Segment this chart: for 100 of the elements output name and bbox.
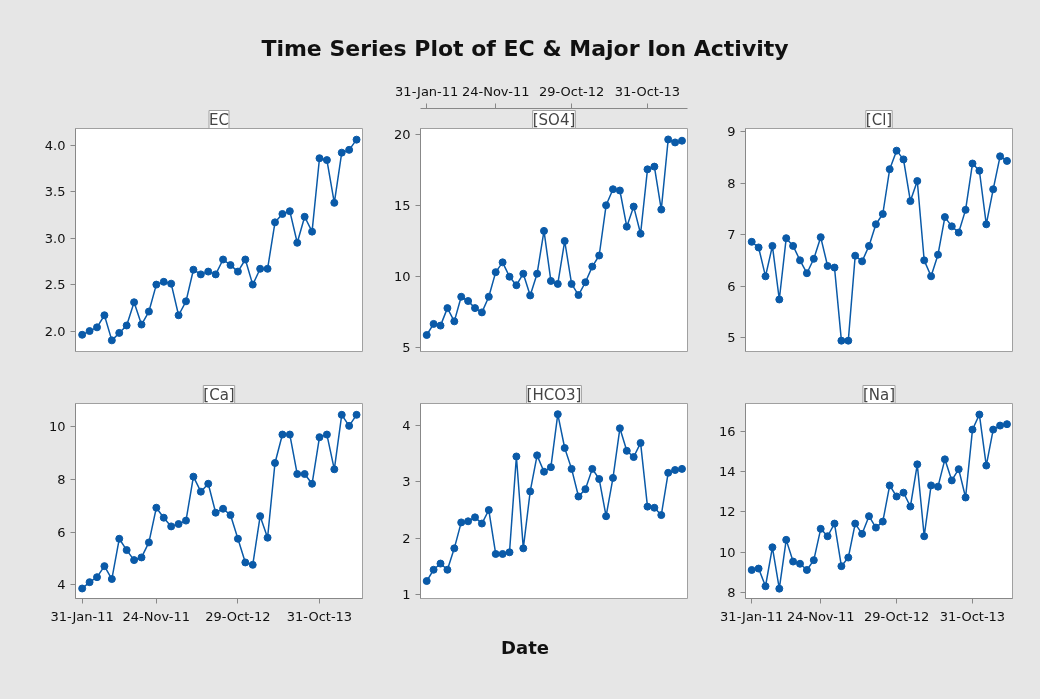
point bbox=[115, 328, 124, 337]
point bbox=[300, 212, 309, 221]
point bbox=[130, 298, 139, 307]
point bbox=[643, 165, 652, 174]
point bbox=[657, 511, 666, 520]
point bbox=[248, 560, 257, 569]
point bbox=[899, 488, 908, 497]
point bbox=[844, 553, 853, 562]
point bbox=[775, 584, 784, 593]
point bbox=[505, 548, 514, 557]
point bbox=[464, 297, 473, 306]
point bbox=[256, 264, 265, 273]
point bbox=[330, 465, 339, 474]
point bbox=[204, 267, 213, 276]
point bbox=[567, 464, 576, 473]
point bbox=[775, 295, 784, 304]
point bbox=[768, 241, 777, 250]
point bbox=[567, 279, 576, 288]
x-tick-label: 31-Oct-13 bbox=[939, 608, 1006, 624]
x-tick-label: 31-Jan-11 bbox=[50, 608, 114, 624]
point bbox=[913, 177, 922, 186]
point bbox=[636, 229, 645, 238]
point bbox=[196, 487, 205, 496]
point bbox=[337, 148, 346, 157]
point bbox=[107, 575, 116, 584]
point bbox=[93, 573, 102, 582]
point bbox=[954, 228, 963, 237]
point bbox=[505, 272, 514, 281]
point bbox=[308, 227, 317, 236]
point bbox=[858, 257, 867, 266]
point bbox=[263, 264, 272, 273]
point bbox=[608, 473, 617, 482]
point bbox=[204, 479, 213, 488]
point bbox=[540, 467, 548, 476]
y-tick-label: 7 bbox=[727, 227, 736, 243]
point bbox=[996, 152, 1005, 161]
point bbox=[241, 558, 250, 567]
point bbox=[622, 446, 631, 455]
point bbox=[865, 512, 873, 521]
text: Time Series Plot of EC & Major Ion Activity bbox=[261, 35, 789, 63]
point bbox=[595, 475, 604, 484]
point bbox=[615, 186, 624, 195]
y-tick-label: 8 bbox=[57, 472, 66, 488]
point bbox=[167, 279, 176, 288]
y-tick-label: 3.5 bbox=[44, 184, 66, 200]
point bbox=[920, 256, 929, 265]
point bbox=[219, 504, 228, 513]
point bbox=[650, 162, 659, 171]
point bbox=[278, 430, 287, 439]
point bbox=[940, 455, 949, 464]
point bbox=[602, 512, 611, 521]
point bbox=[300, 470, 309, 479]
y-tick-label: 9 bbox=[727, 124, 736, 140]
point bbox=[443, 565, 452, 574]
point bbox=[285, 207, 294, 216]
point bbox=[352, 410, 361, 419]
y-tick-label: 5 bbox=[402, 340, 411, 356]
point bbox=[152, 503, 161, 512]
text: [SO4] bbox=[532, 110, 576, 129]
point bbox=[871, 220, 880, 229]
point bbox=[122, 321, 131, 330]
point bbox=[477, 519, 486, 528]
y-tick-label: 10 bbox=[48, 419, 66, 435]
point bbox=[975, 410, 984, 419]
point bbox=[533, 451, 542, 460]
y-tick-label: 15 bbox=[393, 197, 411, 213]
point bbox=[588, 464, 597, 473]
y-tick-label: 5 bbox=[727, 330, 736, 346]
point bbox=[782, 234, 791, 243]
point bbox=[137, 553, 146, 562]
point bbox=[643, 502, 652, 511]
point bbox=[107, 336, 116, 345]
point bbox=[471, 304, 479, 313]
point bbox=[546, 276, 555, 285]
point bbox=[308, 479, 317, 488]
point bbox=[629, 202, 638, 211]
y-tick-label: 20 bbox=[393, 126, 411, 142]
point bbox=[526, 291, 535, 300]
y-tick-label: 8 bbox=[727, 584, 736, 600]
point bbox=[226, 511, 235, 520]
point bbox=[519, 544, 528, 553]
point bbox=[796, 559, 804, 568]
point bbox=[248, 280, 257, 289]
point bbox=[182, 516, 190, 525]
point bbox=[947, 476, 956, 485]
point bbox=[211, 508, 220, 517]
point bbox=[588, 262, 597, 271]
point bbox=[816, 233, 825, 242]
point bbox=[885, 165, 894, 174]
point bbox=[823, 532, 832, 541]
point bbox=[677, 136, 686, 145]
y-tick-label: 3 bbox=[402, 474, 411, 490]
point bbox=[954, 465, 963, 474]
y-tick-label: 14 bbox=[718, 464, 736, 480]
point bbox=[844, 336, 853, 345]
point bbox=[761, 582, 770, 591]
point bbox=[226, 261, 235, 270]
point bbox=[858, 529, 867, 538]
point bbox=[519, 269, 528, 278]
point bbox=[664, 468, 673, 477]
